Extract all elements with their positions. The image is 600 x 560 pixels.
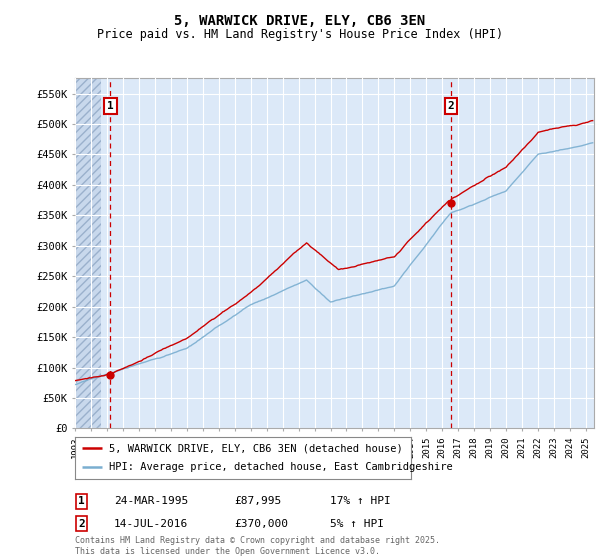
Text: 5, WARWICK DRIVE, ELY, CB6 3EN: 5, WARWICK DRIVE, ELY, CB6 3EN [175, 14, 425, 28]
Text: 17% ↑ HPI: 17% ↑ HPI [330, 496, 391, 506]
Text: £370,000: £370,000 [234, 519, 288, 529]
Text: Contains HM Land Registry data © Crown copyright and database right 2025.
This d: Contains HM Land Registry data © Crown c… [75, 536, 440, 556]
Text: 5, WARWICK DRIVE, ELY, CB6 3EN (detached house): 5, WARWICK DRIVE, ELY, CB6 3EN (detached… [109, 443, 403, 453]
Text: HPI: Average price, detached house, East Cambridgeshire: HPI: Average price, detached house, East… [109, 463, 452, 473]
Text: Price paid vs. HM Land Registry's House Price Index (HPI): Price paid vs. HM Land Registry's House … [97, 28, 503, 41]
Text: 24-MAR-1995: 24-MAR-1995 [114, 496, 188, 506]
Text: 2: 2 [78, 519, 85, 529]
Text: 2: 2 [448, 101, 454, 111]
Text: £87,995: £87,995 [234, 496, 281, 506]
Bar [75, 78, 101, 428]
Text: 14-JUL-2016: 14-JUL-2016 [114, 519, 188, 529]
Text: 1: 1 [107, 101, 114, 111]
Text: 1: 1 [78, 496, 85, 506]
Text: 5% ↑ HPI: 5% ↑ HPI [330, 519, 384, 529]
